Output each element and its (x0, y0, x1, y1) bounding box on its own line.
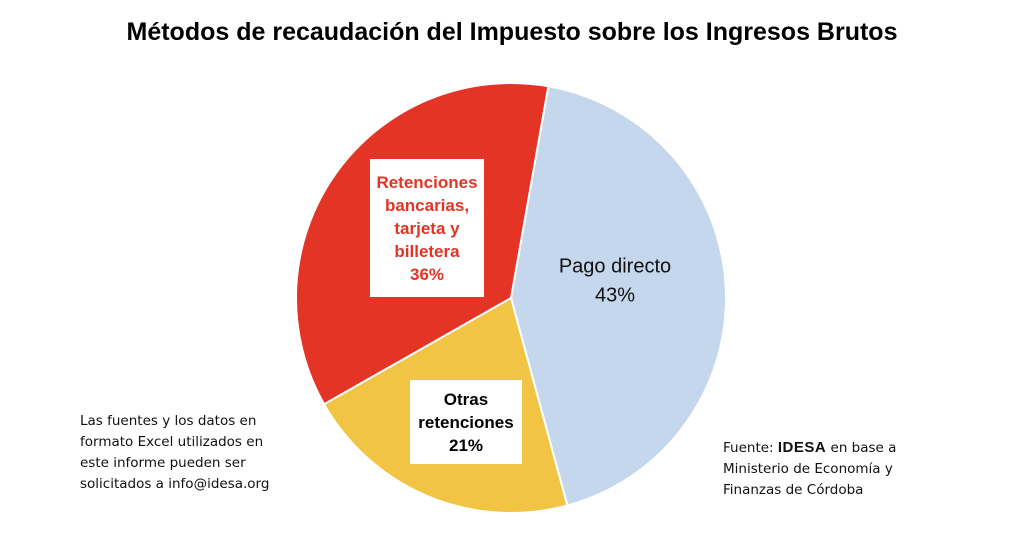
note-line-2: formato Excel utilizados en (80, 434, 264, 450)
source-line-2: Ministerio de Economía y (723, 461, 893, 477)
idesa-brand: IDESA (777, 439, 827, 456)
note-line-4: solicitados a info@idesa.org (80, 476, 270, 492)
slice-category-label: tarjeta y (394, 219, 460, 238)
source-line-3: Finanzas de Córdoba (723, 482, 864, 498)
slice-label-box (370, 159, 484, 297)
slice-value-label: 36% (410, 265, 444, 284)
slice-label-group-2: Retenciones bancarias, tarjeta y billetera 3… (370, 159, 484, 297)
source-note: Fuente: IDESA en base a Ministerio de Ec… (723, 437, 896, 501)
slice-category-label: Retenciones (376, 173, 477, 192)
slice-value-label: 21% (449, 436, 483, 455)
source-line-1: Fuente: IDESA en base a (723, 437, 896, 459)
data-availability-note: Las fuentes y los datos en formato Excel… (80, 411, 269, 495)
slice-value-label: 43% (595, 285, 635, 307)
slice-label-group-1: Otras retenciones 21% (410, 380, 522, 464)
source-suffix: en base a (826, 440, 897, 456)
slice-category-label: retenciones (418, 413, 513, 432)
chart-title: Métodos de recaudación del Impuesto sobr… (126, 18, 898, 46)
slice-category-label: billetera (394, 242, 460, 261)
slice-category-label: bancarias, (385, 196, 469, 215)
slice-category-label: Otras (444, 390, 488, 409)
pie-slice-pago-directo (509, 85, 727, 507)
slice-category-label: Pago directo (559, 256, 671, 278)
source-prefix: Fuente: (723, 440, 778, 456)
slice-label-box (410, 380, 522, 464)
slice-label-group-0: Pago directo 43% (559, 256, 671, 307)
note-line-1: Las fuentes y los datos en (80, 413, 257, 429)
note-line-3: este informe pueden ser (80, 455, 246, 471)
